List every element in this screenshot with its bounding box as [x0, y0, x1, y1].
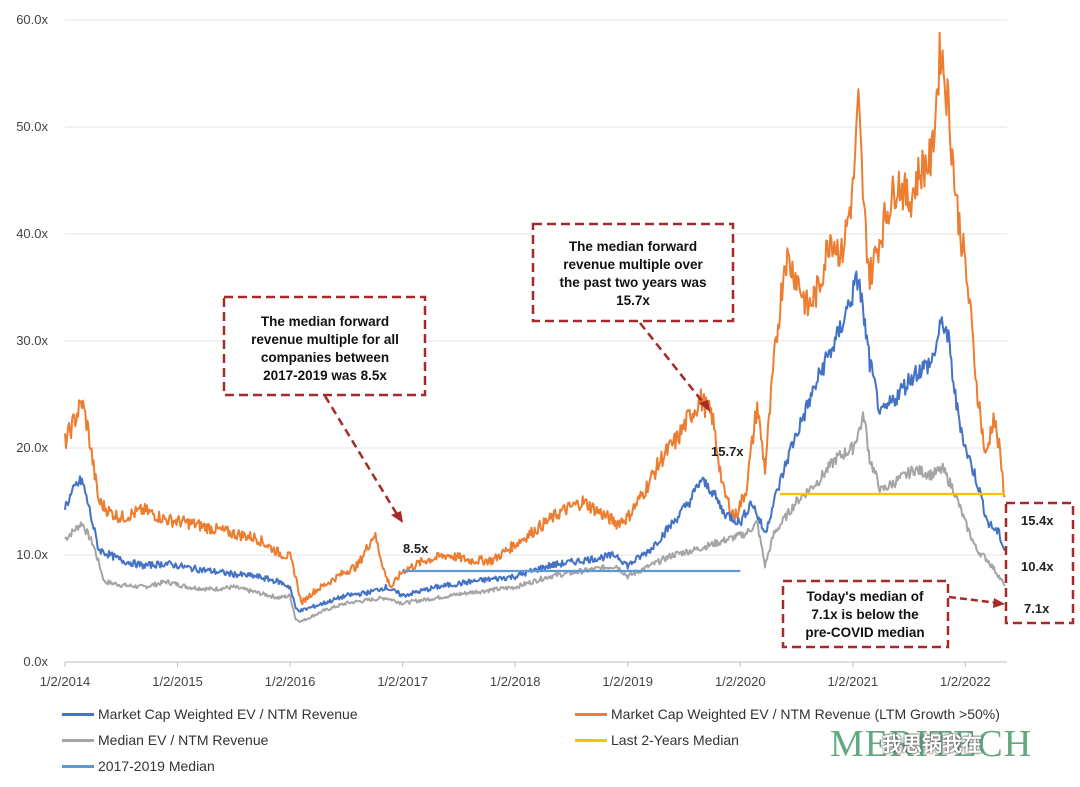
annotation-arrow	[323, 395, 400, 517]
meritech-logo: MERITECH	[830, 723, 1033, 765]
annotation-line: pre-COVID median	[805, 625, 924, 640]
x-tick-label: 1/2/2014	[40, 674, 91, 689]
y-tick-label: 50.0x	[16, 119, 48, 134]
annotation-line: companies between	[261, 350, 389, 365]
x-tick-label: 1/2/2019	[602, 674, 653, 689]
x-axis: 1/2/2014 1/2/2015 1/2/2016 1/2/2017 1/2/2018…	[40, 661, 1007, 689]
y-tick-label: 10.0x	[16, 547, 48, 562]
series-line-1	[64, 270, 1006, 613]
label-end-orange: 15.4x	[1021, 513, 1054, 528]
annotation-line: 7.1x is below the	[811, 607, 919, 622]
x-tick-label: 1/2/2020	[715, 674, 766, 689]
arrowhead-icon	[993, 598, 1005, 608]
annotation-line: The median forward	[261, 314, 389, 329]
x-tick-label: 1/2/2016	[265, 674, 316, 689]
arrowhead-icon	[699, 400, 710, 412]
y-tick-label: 30.0x	[16, 333, 48, 348]
arrowhead-icon	[391, 511, 403, 523]
annotation-today: Today's median of 7.1x is below the pre-…	[781, 579, 1005, 649]
series-line-0	[64, 31, 1006, 606]
x-tick-label: 1/2/2021	[828, 674, 879, 689]
watermark-text: 我思锅我在	[882, 734, 982, 756]
y-tick-label: 20.0x	[16, 440, 48, 455]
x-tick-label: 1/2/2017	[377, 674, 428, 689]
annotation-line: 2017-2019 was 8.5x	[263, 368, 387, 383]
annotation-line: the past two years was	[559, 275, 706, 290]
label-end-blue: 10.4x	[1021, 559, 1054, 574]
annotation-two-year: The median forward revenue multiple over…	[531, 222, 735, 412]
y-tick-label: 60.0x	[16, 12, 48, 27]
label-two-year-median: 15.7x	[711, 444, 744, 459]
series-lines	[64, 31, 1006, 623]
x-tick-label: 1/2/2022	[940, 674, 991, 689]
annotation-line: 15.7x	[616, 293, 650, 308]
y-tick-label: 0.0x	[23, 654, 48, 669]
x-tick-label: 1/2/2018	[490, 674, 541, 689]
annotation-arrow	[948, 595, 999, 605]
annotation-pre-covid: The median forward revenue multiple for …	[222, 295, 427, 523]
annotation-line: revenue multiple for all	[251, 332, 399, 347]
y-axis: 0.0x 10.0x 20.0x 30.0x 40.0x 50.0x 60.0x	[16, 12, 48, 669]
watermark: MERITECH 我思锅我在	[830, 722, 1033, 765]
y-tick-label: 40.0x	[16, 226, 48, 241]
series-line-2	[64, 411, 1006, 623]
end-values-box	[1004, 501, 1075, 625]
label-pre-covid-median: 8.5x	[403, 541, 429, 556]
annotation-line: Today's median of	[807, 589, 924, 604]
annotation-line: The median forward	[569, 239, 697, 254]
gridlines	[65, 19, 1007, 556]
label-end-gray: 7.1x	[1024, 601, 1050, 616]
annotation-line: revenue multiple over	[563, 257, 703, 272]
annotation-arrow	[639, 322, 706, 406]
x-tick-label: 1/2/2015	[152, 674, 203, 689]
